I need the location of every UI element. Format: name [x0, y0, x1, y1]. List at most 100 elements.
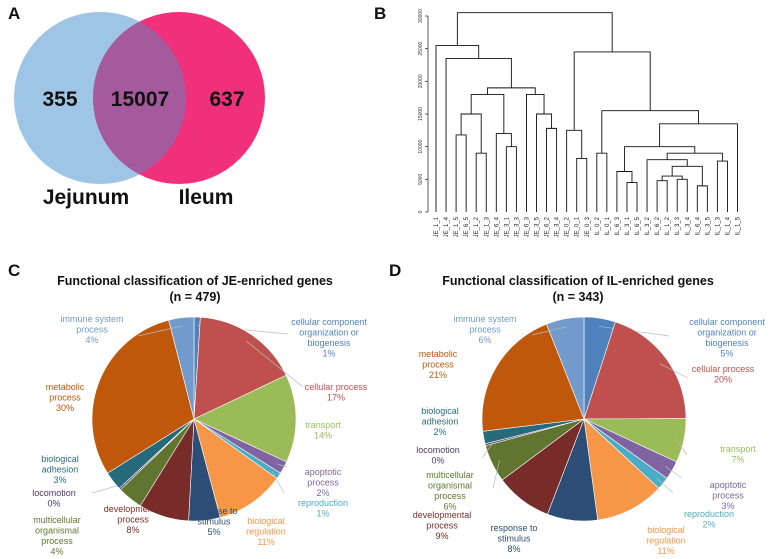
pie-slice: [91, 319, 195, 474]
pie-label: multicellular: [426, 470, 474, 480]
leaf-label: JE_1_3: [484, 216, 490, 237]
pie-label: biogenesis: [705, 338, 749, 348]
pie-slice: [481, 323, 585, 432]
pie-label: 30%: [56, 403, 74, 413]
leaf-label: IL_0_2: [595, 216, 601, 235]
y-tick-label: 0: [418, 210, 424, 213]
pie-label: metabolic: [46, 382, 85, 392]
pie-label: locomotion: [32, 488, 76, 498]
y-tick-label: 30000: [418, 9, 424, 23]
pie-label: cellular process: [305, 382, 368, 392]
pie-label: organization or: [697, 328, 757, 338]
leaf-label: IL_3_3: [675, 216, 681, 235]
leaf-label: JE_0_1: [575, 216, 581, 237]
leaf-label: IL_1_5: [736, 216, 742, 235]
y-tick-label: 20000: [418, 74, 424, 88]
dendrogram-link: [487, 87, 536, 95]
dendrogram-link: [445, 58, 512, 212]
pie-slice: [546, 316, 585, 420]
panel-letter-d: D: [389, 261, 402, 280]
pie-label: 3%: [721, 501, 734, 511]
leaf-label: JE_1_4: [444, 216, 450, 237]
pie-label: process: [434, 491, 466, 501]
leaf-label: JE_3_3: [514, 216, 520, 237]
dendrogram-link: [671, 165, 703, 186]
pie-label: process: [41, 536, 73, 546]
leaf-label: IL_3_2: [645, 216, 651, 235]
dendrogram-link: [661, 175, 683, 181]
pie-label: 0%: [47, 499, 60, 509]
dendrogram-link: [505, 146, 517, 212]
venn-overlap-count: 15007: [111, 88, 169, 111]
pie-label: organismal: [428, 481, 472, 491]
leaf-label: JE_6_3: [524, 216, 530, 237]
pie-label: metabolic: [419, 349, 458, 359]
pie-label: transport: [720, 444, 756, 454]
leaf-label: JE_3_1: [504, 216, 510, 237]
leaf-label: IL_3_5: [705, 216, 711, 235]
leaf-label: JE_1_5: [454, 216, 460, 237]
pie-leader-line: [664, 465, 683, 479]
pie-label: cellular component: [291, 317, 367, 327]
venn-overlap-region: [93, 21, 186, 175]
pie-slice: [193, 374, 297, 463]
pie-label: 1%: [316, 509, 329, 519]
panel-letter-b: B: [374, 4, 387, 23]
venn-right-label: Ileum: [179, 186, 234, 209]
pie-label: 11%: [657, 546, 674, 556]
dendrogram-link: [696, 185, 708, 212]
pie-label: biological: [647, 525, 685, 535]
leaf-label: IL_6_5: [635, 216, 641, 235]
pie-slice: [193, 316, 287, 420]
pie-label: 4%: [85, 335, 98, 345]
pie-label: 14%: [314, 431, 332, 441]
pie-c-title-block: Functional classification of JE-enriched…: [5, 273, 385, 305]
pie-label: 21%: [429, 370, 447, 380]
pie-c-title: Functional classification of JE-enriched…: [57, 274, 333, 288]
pie-label: stimulus: [197, 517, 231, 527]
pie-label: developmental: [104, 504, 163, 514]
pie-label: apoptotic: [710, 480, 747, 490]
pie-label: 17%: [327, 393, 345, 403]
dendrogram-link: [455, 134, 467, 212]
pie-label: organismal: [35, 526, 79, 536]
leaf-label: JE_0_3: [585, 216, 591, 237]
pie-slice: [168, 316, 195, 420]
pie-leader-line: [656, 478, 674, 494]
leaf-label: JE_6_5: [464, 216, 470, 237]
pie-leader-line: [481, 442, 494, 459]
pie-label: response to: [490, 523, 537, 533]
pie-leader-line: [659, 363, 689, 379]
pie-slice: [583, 418, 660, 521]
leaf-label: JE_0_2: [565, 216, 571, 237]
pie-label: 8%: [507, 544, 520, 554]
pie-label: 8%: [126, 525, 139, 535]
pie-label: 11%: [257, 537, 274, 547]
leaf-label: JE_1_2: [474, 216, 480, 237]
y-tick-label: 25000: [418, 41, 424, 55]
pie-label: organization or: [299, 328, 359, 338]
pie-label: biogenesis: [307, 338, 351, 348]
leaf-label: JE_3_4: [555, 216, 561, 237]
leaf-label: IL_3_4: [685, 216, 691, 235]
pie-label: 6%: [443, 502, 456, 512]
pie-label: regulation: [646, 536, 686, 546]
pie-label: reproduction: [298, 498, 348, 508]
pie-label: process: [117, 515, 149, 525]
pie-label: 9%: [435, 531, 448, 541]
venn-left-count: 355: [42, 88, 77, 111]
venn-left-label: Jejunum: [43, 186, 129, 209]
pie-leader-line: [531, 326, 567, 336]
pie-label: transport: [305, 420, 341, 430]
pie-slice: [193, 418, 278, 518]
pie-label: response to: [190, 506, 237, 516]
pie-label: stimulus: [497, 534, 531, 544]
dendrogram-link: [623, 146, 696, 172]
pie-label: process: [422, 360, 454, 370]
pie-label: process: [76, 325, 108, 335]
pie-label: 1%: [322, 349, 335, 359]
leaf-label: JE_6_4: [494, 216, 500, 237]
